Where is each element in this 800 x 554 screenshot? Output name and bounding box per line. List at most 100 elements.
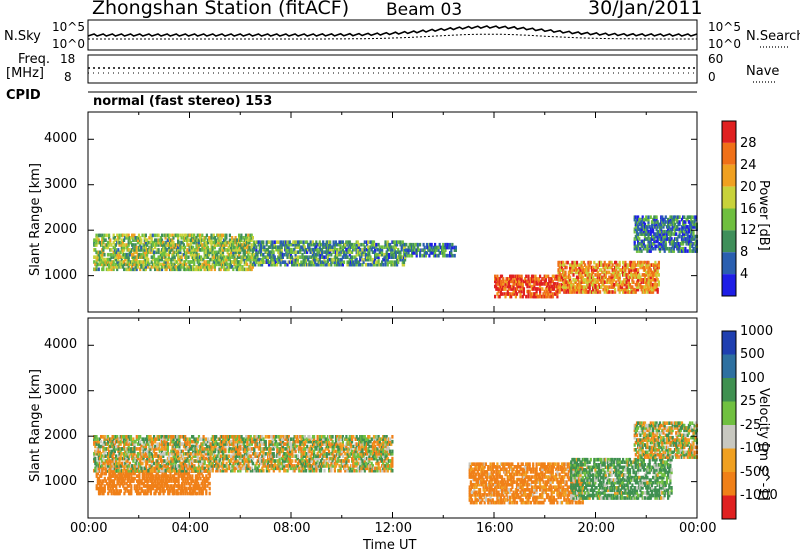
data-cell bbox=[129, 240, 133, 245]
data-cell bbox=[137, 233, 141, 238]
freq-label: Freq. bbox=[18, 52, 50, 67]
data-cell bbox=[188, 466, 191, 471]
data-cell bbox=[199, 486, 202, 491]
data-cell bbox=[98, 437, 101, 441]
data-cell bbox=[595, 287, 598, 292]
data-cell bbox=[235, 260, 238, 264]
data-cell bbox=[197, 255, 200, 259]
data-cell bbox=[160, 265, 164, 269]
data-cell bbox=[129, 452, 133, 456]
data-cell bbox=[125, 452, 128, 456]
data-cell bbox=[587, 263, 590, 267]
data-cell bbox=[643, 227, 647, 232]
data-cell bbox=[517, 282, 520, 286]
data-cell bbox=[143, 439, 146, 444]
data-cell bbox=[174, 476, 177, 481]
data-cell bbox=[141, 452, 144, 456]
data-cell bbox=[95, 260, 98, 264]
data-cell bbox=[227, 257, 230, 262]
data-cell bbox=[168, 486, 171, 491]
data-cell bbox=[257, 262, 260, 267]
data-cell bbox=[563, 290, 566, 294]
data-cell bbox=[143, 238, 146, 242]
data-cell bbox=[647, 232, 650, 236]
data-cell bbox=[174, 464, 177, 468]
data-cell bbox=[684, 237, 687, 241]
data-cell bbox=[647, 217, 650, 222]
data-cell bbox=[318, 257, 321, 262]
data-cell bbox=[135, 260, 138, 264]
data-cell bbox=[133, 245, 136, 250]
data-cell bbox=[402, 250, 406, 254]
data-cell bbox=[198, 474, 201, 478]
data-cell bbox=[204, 267, 207, 272]
data-cell bbox=[369, 262, 372, 267]
data-cell bbox=[312, 250, 316, 254]
data-cell bbox=[314, 242, 317, 247]
data-cell bbox=[273, 260, 276, 264]
data-cell bbox=[141, 481, 144, 486]
data-cell bbox=[116, 489, 119, 493]
data-cell bbox=[123, 442, 126, 446]
data-cell bbox=[640, 229, 643, 234]
data-cell bbox=[163, 489, 166, 493]
data-cell bbox=[142, 437, 145, 441]
data-cell bbox=[108, 243, 111, 247]
data-cell bbox=[236, 240, 239, 245]
data-cell bbox=[112, 255, 115, 259]
data-cell bbox=[236, 245, 239, 250]
data-cell bbox=[654, 265, 657, 270]
data-cell bbox=[101, 233, 104, 238]
data-cell bbox=[639, 278, 642, 282]
data-cell bbox=[141, 471, 144, 476]
data-cell bbox=[118, 479, 121, 483]
freq-unit: [MHz] bbox=[6, 66, 44, 81]
data-cell bbox=[682, 246, 685, 251]
data-cell bbox=[664, 215, 667, 219]
data-cell bbox=[181, 484, 184, 488]
data-cell bbox=[285, 245, 288, 249]
data-cell bbox=[94, 459, 97, 463]
data-cell bbox=[129, 454, 133, 458]
data-cell bbox=[641, 244, 644, 249]
data-cell bbox=[196, 444, 199, 449]
data-cell bbox=[196, 454, 199, 458]
data-cell bbox=[649, 290, 652, 294]
data-cell bbox=[174, 250, 177, 255]
data-cell bbox=[215, 238, 218, 242]
data-cell bbox=[258, 240, 261, 244]
date-label: 30/Jan/2011 bbox=[588, 0, 703, 19]
data-cell bbox=[189, 468, 192, 473]
data-cell bbox=[548, 279, 551, 284]
data-cell bbox=[188, 265, 191, 269]
data-cell bbox=[368, 247, 371, 252]
data-cell bbox=[637, 244, 640, 249]
data-cell bbox=[114, 476, 117, 481]
data-cell bbox=[193, 238, 196, 242]
data-cell bbox=[177, 255, 180, 259]
data-cell bbox=[97, 262, 100, 267]
data-cell bbox=[109, 444, 112, 449]
data-cell bbox=[173, 454, 176, 458]
data-cell bbox=[120, 447, 123, 451]
data-cell bbox=[563, 273, 566, 277]
data-cell bbox=[354, 245, 357, 249]
data-cell bbox=[602, 263, 605, 267]
data-cell bbox=[145, 471, 148, 476]
data-cell bbox=[144, 257, 147, 262]
data-cell bbox=[691, 237, 694, 241]
data-cell bbox=[641, 215, 644, 219]
data-cell bbox=[143, 459, 146, 463]
data-cell bbox=[563, 282, 566, 287]
data-cell bbox=[515, 287, 519, 291]
data-cell bbox=[544, 279, 547, 284]
data-cell bbox=[132, 236, 135, 240]
data-cell bbox=[259, 245, 263, 249]
data-cell bbox=[127, 471, 131, 476]
data-cell bbox=[198, 484, 201, 488]
data-cell bbox=[656, 287, 659, 292]
data-cell bbox=[408, 242, 411, 247]
data-cell bbox=[565, 280, 568, 284]
data-cell bbox=[194, 479, 197, 483]
data-cell bbox=[113, 439, 116, 444]
